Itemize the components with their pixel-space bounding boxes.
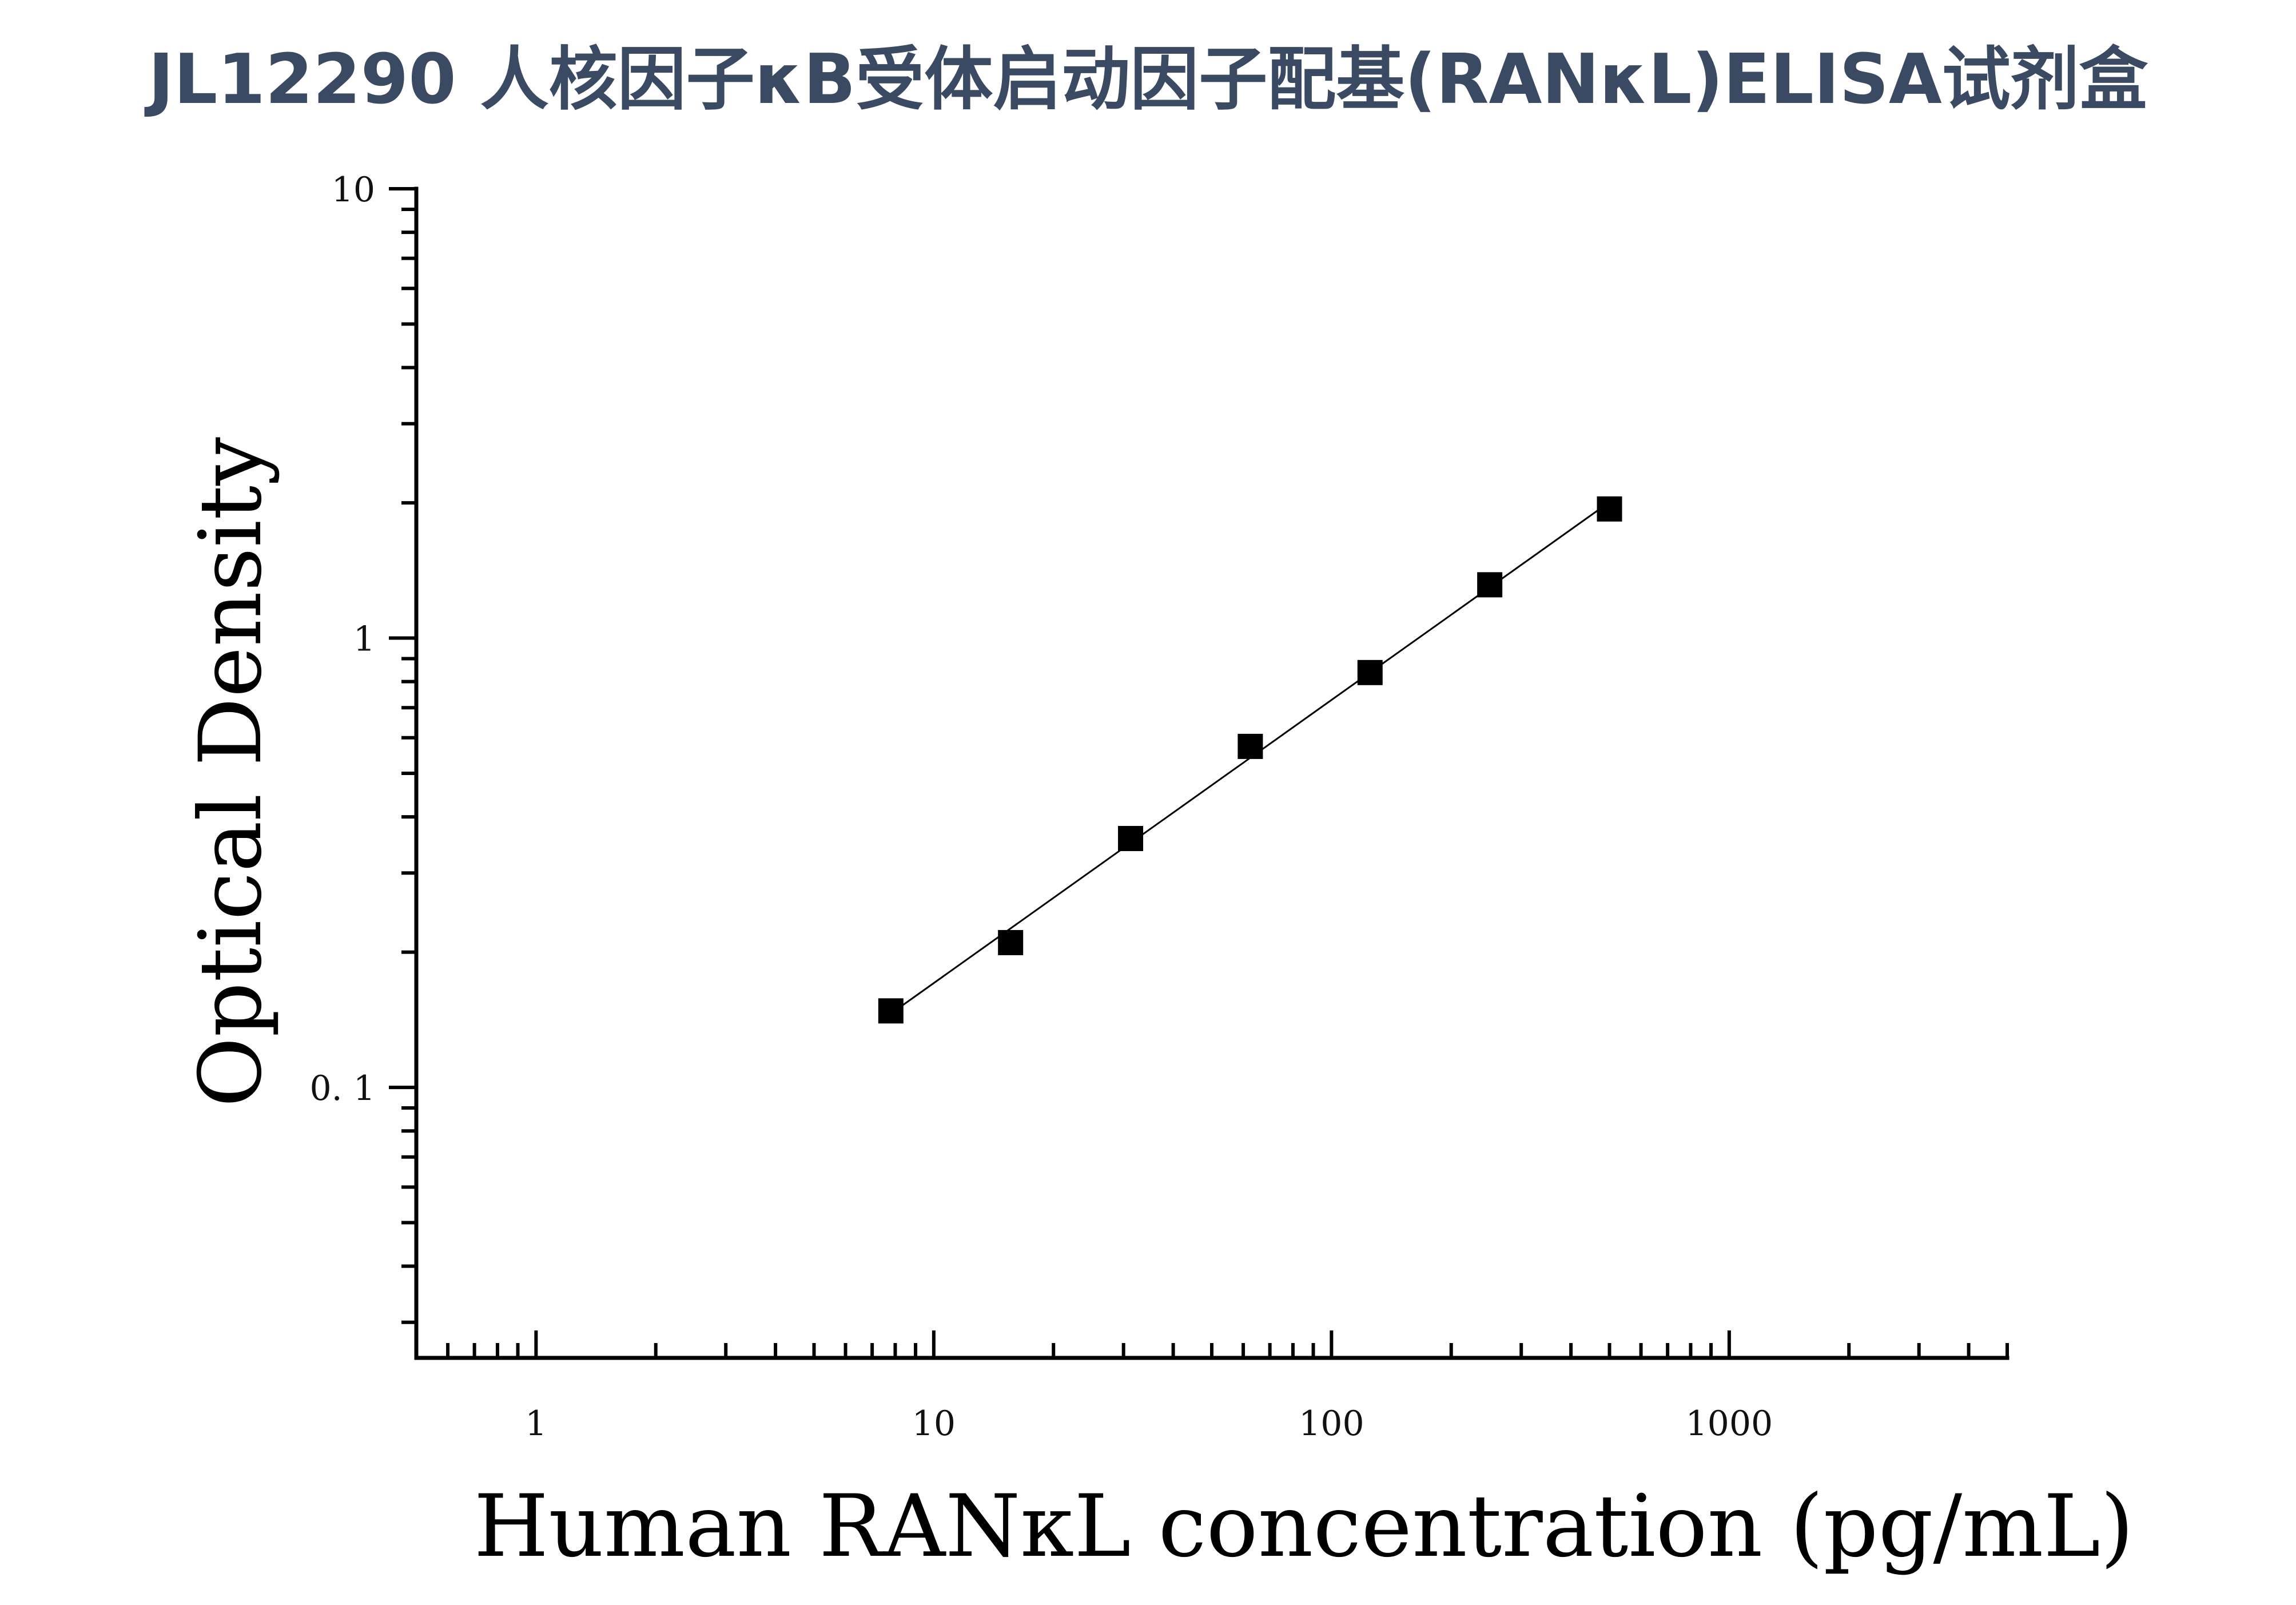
x-axis-title: Human RANκL concentration (pg/mL) <box>474 1477 2134 1576</box>
chart-title: JL12290 人核因子κB受体启动因子配基(RANκL)ELISA试剂盒 <box>148 40 2148 120</box>
tick-labels: 1 10 100 1000 0. 1 1 10 <box>310 170 1773 1444</box>
data-point <box>1597 496 1622 522</box>
x-tick-label: 10 <box>912 1404 956 1444</box>
y-axis-title: Optical Density <box>181 437 281 1107</box>
x-tick-label: 1000 <box>1686 1404 1773 1444</box>
x-tick-label: 100 <box>1299 1404 1364 1444</box>
axes <box>389 186 2010 1360</box>
data-point <box>1357 660 1383 685</box>
x-tick-label: 1 <box>525 1404 547 1444</box>
data-points <box>878 496 1622 1024</box>
data-point <box>878 998 904 1024</box>
y-tick-label: 10 <box>332 170 375 210</box>
data-point <box>1237 733 1263 759</box>
data-point <box>1477 572 1503 598</box>
data-point <box>1118 825 1144 851</box>
data-point <box>998 929 1024 955</box>
y-tick-label: 0. 1 <box>310 1068 376 1109</box>
y-tick-label: 1 <box>353 619 375 660</box>
